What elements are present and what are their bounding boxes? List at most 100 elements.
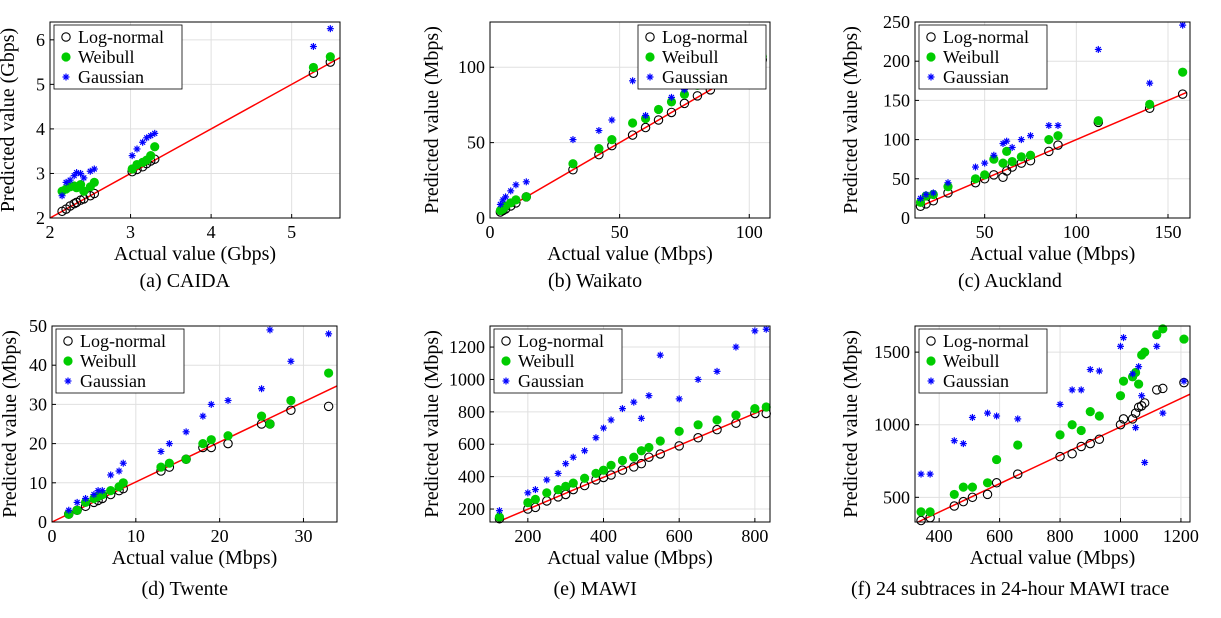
- y-tick-label: 100: [883, 130, 910, 150]
- lognormal-point-e-13: [636, 458, 647, 469]
- weibull-point-f-12: [1094, 411, 1104, 421]
- weibull-point-d-1: [72, 505, 82, 515]
- weibull-point-d-11: [181, 454, 191, 464]
- weibull-point-a-13: [146, 151, 156, 161]
- weibull-point-e-10: [606, 460, 616, 470]
- weibull-point-b-7: [594, 144, 604, 154]
- gaussian-point-b-6: [569, 136, 577, 144]
- gaussian-point-a-5: [77, 169, 85, 177]
- axes-box-f: [914, 325, 1191, 523]
- gaussian-point-e-5: [562, 460, 570, 468]
- lognormal-point-f-20: [1152, 385, 1162, 395]
- gaussian-point-c-1: [922, 190, 930, 198]
- x-tick-label: 400: [590, 526, 617, 546]
- legend-box: [918, 328, 1048, 394]
- lognormal-point-e-10: [606, 470, 616, 480]
- weibull-point-d-15: [256, 411, 267, 421]
- gaussian-point-e-9: [600, 424, 608, 432]
- lognormal-point-c-7: [998, 172, 1008, 182]
- gaussian-point-d-2: [82, 494, 90, 502]
- weibull-point-b-6: [568, 159, 578, 169]
- gaussian-point-a-2: [66, 176, 74, 184]
- gaussian-point-a-8: [90, 165, 98, 173]
- x-tick-label: 800: [741, 526, 768, 546]
- weibull-point-e-4: [553, 485, 563, 495]
- gaussian-point-f-20: [1153, 342, 1161, 350]
- lognormal-point-f-12: [1094, 434, 1105, 444]
- lognormal-point-e-17: [693, 433, 703, 443]
- gaussian-point-c-2: [929, 189, 937, 197]
- weibull-point-e-12: [629, 452, 639, 462]
- x-tick-label: 100: [736, 222, 763, 242]
- x-tick-label: 50: [611, 222, 629, 242]
- gaussian-point-c-legend-2: [927, 73, 935, 81]
- y-tick-label: 800: [458, 402, 485, 422]
- legend-label-log-normal: Log-normal: [78, 27, 164, 47]
- y-tick-label: 500: [883, 487, 910, 507]
- gaussian-point-a-11: [139, 138, 147, 146]
- gaussian-point-c-3: [944, 179, 952, 187]
- caption-e: (e) MAWI: [553, 578, 637, 600]
- weibull-point-a-8: [89, 177, 99, 187]
- legend-box: [918, 24, 1048, 90]
- gaussian-point-f-11: [1086, 366, 1094, 374]
- gaussian-point-f-17: [1135, 363, 1143, 371]
- gaussian-point-c-12: [1045, 121, 1053, 129]
- gaussian-point-d-18: [325, 330, 333, 338]
- x-tick-label: 50: [976, 222, 994, 242]
- y-tick-label: 2: [36, 208, 45, 228]
- y-tick-label: 150: [883, 90, 910, 110]
- lognormal-point-e-16: [674, 441, 684, 451]
- y-tick-label: 4: [36, 119, 45, 139]
- lognormal-point-b-10: [640, 122, 651, 133]
- gaussian-point-f-14: [1120, 334, 1128, 342]
- y-tick-label: 0: [901, 208, 910, 228]
- lognormal-point-c-13: [1053, 140, 1063, 150]
- y-tick-label: 1500: [874, 342, 910, 362]
- gaussian-point-b-10: [642, 111, 650, 119]
- y-tick-label: 100: [458, 57, 485, 77]
- gaussian-point-d-10: [165, 440, 173, 448]
- gaussian-point-c-4: [972, 163, 979, 171]
- gaussian-point-a-14: [151, 129, 159, 137]
- weibull-point-f-1: [925, 507, 935, 517]
- gaussian-point-f-7: [1014, 415, 1022, 423]
- lognormal-point-f-9: [1067, 449, 1077, 459]
- legend-label-log-normal: Log-normal: [518, 331, 604, 351]
- weibull-point-e-9: [598, 465, 609, 475]
- legend-box: [493, 328, 623, 394]
- y-tick-label: 50: [29, 316, 47, 336]
- lognormal-point-b-12: [666, 107, 677, 118]
- lognormal-point-e-14: [644, 452, 654, 462]
- gaussian-point-e-3: [543, 476, 551, 484]
- scatter-plot-d: 0 10 20 30 0 10 20 30 40 50 Actual value (Mbps) Pre…: [0, 316, 338, 569]
- y-tick-label: 50: [467, 133, 485, 153]
- weibull-point-b-9: [627, 118, 638, 128]
- gaussian-point-e-14: [645, 392, 653, 400]
- lognormal-point-d-18: [323, 401, 334, 412]
- weibull-point-d-6: [106, 486, 116, 496]
- legend-label-weibull: Weibull: [78, 47, 135, 67]
- lognormal-point-f-21: [1158, 383, 1168, 394]
- weibull-point-d-9: [156, 462, 166, 472]
- grid-e: [490, 326, 770, 522]
- weibull-point-b-4: [511, 195, 521, 205]
- gaussian-point-c-7: [999, 140, 1007, 148]
- scatter-plot-a: 2 3 4 5 2 3 4 5 6 Actual value (Gbps) Predicted va…: [0, 21, 341, 265]
- legend-label-weibull: Weibull: [80, 351, 137, 371]
- weibull-point-f-19: [1140, 347, 1150, 357]
- gaussian-point-d-1: [73, 498, 81, 506]
- weibull-point-c-9: [1007, 156, 1017, 167]
- weibull-point-f-21: [1158, 324, 1168, 334]
- gaussian-point-d-5: [98, 487, 106, 495]
- chart-panel-d: 0 10 20 30 0 10 20 30 40 50 Actual value (Mbps) Pre…: [0, 300, 400, 600]
- weibull-point-f-8: [1055, 430, 1065, 440]
- weibull-point-e-7: [579, 473, 590, 483]
- gaussian-point-d-13: [207, 400, 215, 408]
- weibull-point-d-14: [223, 431, 233, 441]
- weibull-point-c-16: [1178, 67, 1188, 77]
- x-tick-label: 400: [926, 526, 953, 546]
- weibull-point-e-11: [617, 455, 628, 466]
